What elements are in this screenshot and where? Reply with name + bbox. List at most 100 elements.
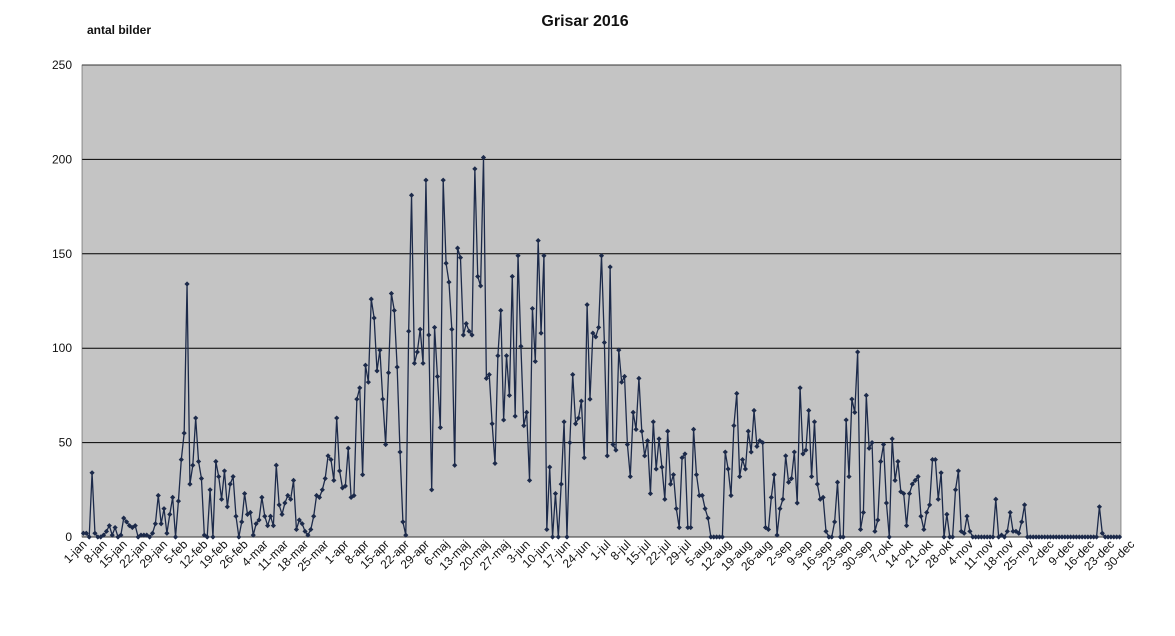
data-point (319, 487, 325, 493)
data-point (83, 530, 89, 536)
data-point (109, 532, 115, 538)
data-point (452, 462, 458, 468)
data-point (644, 438, 651, 444)
data-point (768, 494, 774, 500)
data-point (731, 423, 737, 429)
data-point (647, 490, 654, 497)
data-point (1036, 534, 1042, 540)
data-point (915, 473, 921, 480)
data-point (780, 496, 786, 502)
data-point (745, 428, 751, 434)
data-point (737, 473, 743, 480)
data-point (285, 492, 291, 499)
data-point (213, 458, 219, 465)
data-point (524, 409, 530, 415)
data-point (978, 534, 985, 540)
data-point (210, 534, 216, 540)
data-point (328, 456, 334, 463)
data-point (538, 330, 544, 336)
data-point (100, 532, 107, 538)
data-point (869, 440, 875, 446)
data-point (423, 177, 429, 183)
data-point (886, 534, 892, 540)
data-point (262, 513, 268, 519)
data-point (506, 392, 513, 398)
data-point (621, 373, 628, 380)
data-point (561, 419, 567, 425)
data-point (682, 451, 688, 457)
data-point (993, 496, 999, 502)
data-point (809, 473, 815, 480)
data-point (1068, 534, 1074, 540)
data-point (696, 492, 702, 499)
data-point (1024, 534, 1031, 540)
data-point (1062, 534, 1068, 540)
data-point (158, 521, 164, 527)
data-point (322, 475, 328, 482)
gridlines (81, 64, 1122, 538)
y-tick-label: 150 (52, 247, 72, 261)
y-tick-label: 250 (52, 58, 72, 72)
data-point (391, 307, 397, 314)
data-point (619, 379, 625, 385)
data-point (866, 445, 872, 451)
data-point (1116, 534, 1123, 540)
data-point (403, 532, 409, 538)
data-point (270, 523, 276, 529)
data-point (1045, 534, 1051, 540)
data-point (1021, 502, 1028, 508)
data-point (299, 521, 305, 527)
data-point (783, 453, 789, 459)
data-point (227, 481, 233, 487)
data-point (846, 473, 852, 480)
data-point (656, 436, 662, 442)
data-point (714, 534, 720, 540)
data-point (947, 534, 953, 540)
data-point (927, 502, 933, 508)
data-point (906, 490, 913, 497)
data-point (903, 523, 910, 529)
data-point (172, 534, 179, 540)
data-point (1001, 534, 1008, 540)
data-point (124, 519, 130, 525)
data-point (889, 436, 895, 442)
data-point (305, 532, 311, 538)
data-point (526, 477, 533, 483)
data-point (224, 504, 230, 510)
data-point (912, 477, 918, 483)
data-point (296, 517, 302, 523)
data-point (667, 481, 674, 487)
data-point (878, 458, 884, 465)
data-point (544, 526, 550, 533)
data-point (167, 511, 173, 517)
data-point (138, 532, 144, 538)
data-point (659, 464, 665, 470)
data-point (374, 368, 380, 374)
data-point (492, 460, 498, 466)
data-point (466, 328, 472, 334)
data-point (434, 373, 441, 380)
data-point (952, 487, 959, 493)
data-point (276, 502, 282, 508)
data-point (863, 392, 869, 398)
data-point (230, 473, 236, 480)
y-axis-ticks: 0 50 100 150 200 250 (52, 58, 72, 544)
data-point (754, 443, 760, 449)
plot-border (81, 64, 1122, 538)
data-point (929, 456, 936, 463)
data-point (636, 375, 642, 382)
data-point (204, 534, 210, 540)
data-point (950, 534, 956, 540)
data-point (95, 534, 101, 540)
data-point (630, 409, 636, 415)
data-point (765, 526, 772, 533)
data-point (757, 438, 763, 444)
data-point (147, 534, 153, 540)
data-point (1053, 534, 1059, 540)
data-point (771, 472, 777, 478)
data-point (1085, 534, 1091, 540)
data-point (596, 324, 602, 331)
data-point (840, 534, 846, 540)
data-point (800, 451, 806, 457)
data-point (86, 534, 92, 540)
